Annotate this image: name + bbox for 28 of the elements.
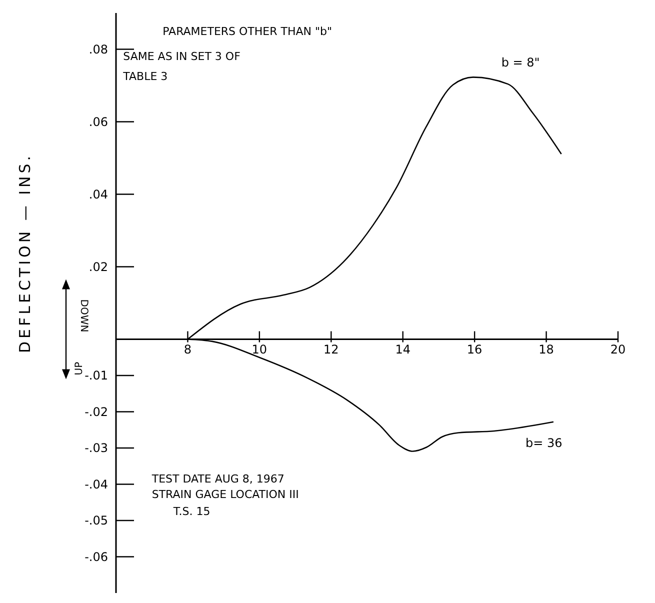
x-tick-label: 12 (324, 342, 339, 356)
y-tick-label: -.02 (84, 404, 108, 419)
y-tick-label: .02 (88, 260, 108, 274)
y-tick-label: .08 (88, 42, 108, 56)
y-tick-label: -.04 (84, 477, 108, 492)
y-tick-label: .06 (88, 114, 108, 129)
series-label: b= 36 (525, 436, 562, 450)
x-tick-label: 8 (184, 342, 192, 356)
x-tick-label: 20 (610, 342, 626, 356)
y-tick-label: -.03 (84, 441, 108, 455)
text: UP (74, 362, 85, 376)
annotation: TEST DATE AUG 8, 1967 (150, 472, 284, 486)
text: DOWN (78, 299, 89, 332)
series-label: b = 8" (501, 55, 540, 70)
annotation: SAME AS IN SET 3 OF (123, 50, 240, 64)
annotation: T.S. 15 (172, 505, 210, 518)
y-tick-label: -.05 (84, 514, 108, 528)
y-tick-label: .04 (88, 187, 108, 202)
x-tick-label: 14 (395, 342, 410, 356)
x-tick-label: 16 (466, 342, 482, 356)
y-tick-label: -.01 (84, 368, 108, 382)
x-tick-label: 10 (252, 342, 268, 356)
x-tick-label: 18 (538, 342, 554, 356)
annotation: STRAIN GAGE LOCATION III (152, 488, 299, 502)
annotation: PARAMETERS OTHER THAN "b" (162, 24, 332, 38)
y-axis-title: DEFLECTION — INS. (16, 152, 34, 354)
annotation: TABLE 3 (122, 70, 168, 84)
y-tick-label: -.06 (84, 550, 108, 564)
